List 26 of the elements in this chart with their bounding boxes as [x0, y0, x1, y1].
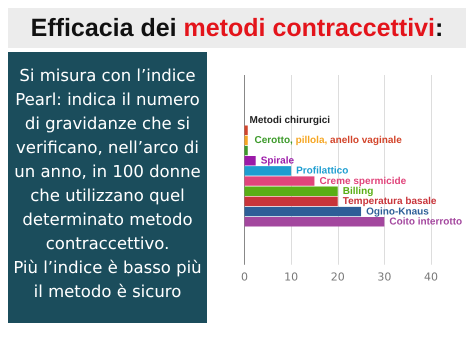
- bar: [244, 216, 384, 226]
- chart-title: Efficacia dei metodi contraccettivi:: [8, 8, 466, 48]
- x-tick-label: 40: [424, 270, 438, 284]
- x-tick-label: 30: [377, 270, 392, 284]
- y-tick-label: Spirale: [260, 155, 294, 166]
- y-tick-label: Profilattico: [296, 166, 348, 177]
- bar: [244, 136, 248, 146]
- bar: [244, 146, 248, 156]
- bar: [244, 166, 292, 176]
- y-tick-label: Coito interrotto: [389, 216, 462, 228]
- x-tick-label: 20: [330, 270, 345, 284]
- bar: [244, 176, 314, 186]
- bar: [244, 156, 256, 166]
- bar: [244, 206, 362, 216]
- x-tick-label: 0: [241, 270, 248, 284]
- y-tick-label: Ogino-Knaus: [366, 206, 430, 218]
- x-tick-label: 10: [284, 270, 298, 284]
- bar: [244, 196, 338, 206]
- y-tick-label: Billing: [342, 186, 374, 197]
- bar: [244, 186, 338, 196]
- text: Si misura con l’indice Pearl: indica il numero di gravidanze che si verificano, nell’arco di un anno, in 100 donne che utilizzano quel determinato metodo contraccettivo. Più l’indice è basso più il metodo è sicuro: [13, 66, 202, 301]
- y-tick-label: Creme spermicide: [319, 176, 407, 187]
- bar: [244, 126, 248, 135]
- annotation: Cerotto, pillola, anello vaginale: [254, 135, 402, 146]
- y-tick-label: Temperatura basale: [342, 196, 437, 208]
- y-tick-label: Metodi chirurgici: [250, 114, 330, 126]
